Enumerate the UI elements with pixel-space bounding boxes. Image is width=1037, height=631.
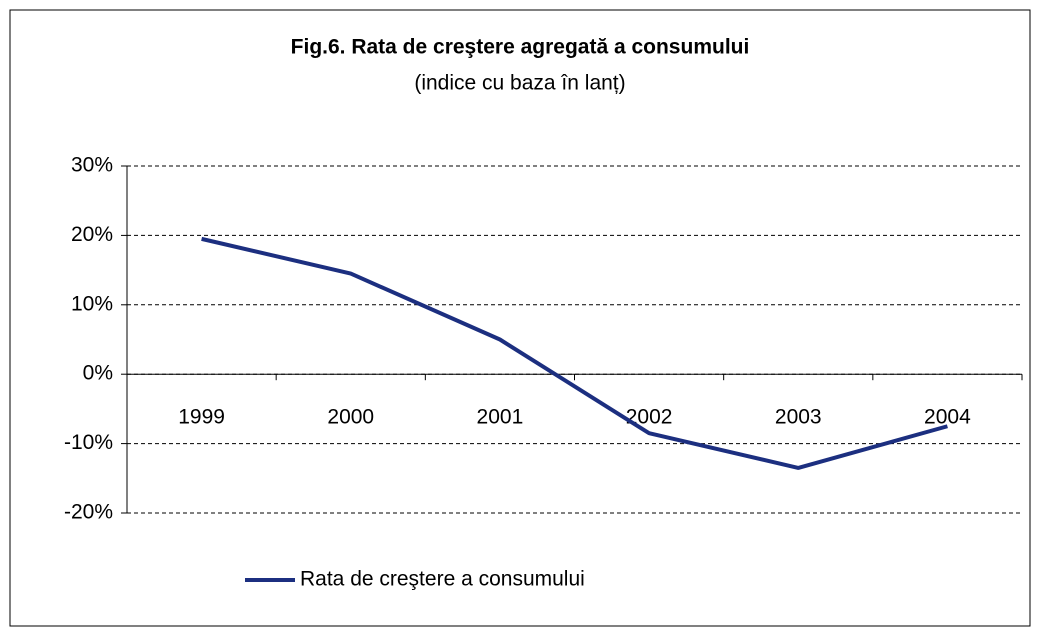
chart-title: Fig.6. Rata de creştere agregată a consu… <box>291 36 750 59</box>
data-line <box>201 236 948 470</box>
chart-border <box>9 9 1031 627</box>
x-tick-label: 2000 <box>327 406 374 429</box>
y-tick-label: 20% <box>71 223 113 246</box>
y-tick-label: -20% <box>64 501 113 524</box>
y-tick-label: 10% <box>71 292 113 315</box>
x-tick-label: 2003 <box>775 406 822 429</box>
legend-label: Rata de creştere a consumului <box>300 568 585 591</box>
y-tick-label: 30% <box>71 154 113 177</box>
x-tick-label: 2001 <box>477 406 524 429</box>
y-tick-label: 0% <box>83 362 113 385</box>
x-tick-label: 2002 <box>626 406 673 429</box>
x-tick-label: 1999 <box>178 406 225 429</box>
x-tick-label: 2004 <box>924 406 971 429</box>
chart-subtitle: (indice cu baza în lanț) <box>414 72 625 95</box>
y-tick-label: -10% <box>64 431 113 454</box>
